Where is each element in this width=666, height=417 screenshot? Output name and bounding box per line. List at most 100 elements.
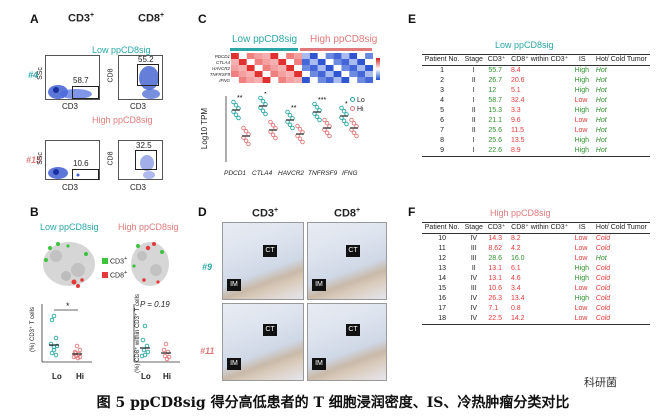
plot1-x-hi: Hi	[76, 372, 84, 381]
table-cell: I	[472, 97, 475, 104]
heatmap-cell	[302, 77, 310, 83]
table-row: 13 II 13.1 6.1 High Cold	[422, 264, 650, 274]
table-cell: 28.6	[488, 255, 502, 262]
heatmap-cell	[286, 71, 295, 77]
table-cell: IV	[470, 235, 478, 242]
table-cell: 13.1	[488, 265, 502, 272]
c-data-point	[285, 109, 290, 115]
table-cell: 8	[440, 137, 445, 144]
table-cell: III	[470, 255, 477, 262]
c-data-point	[351, 130, 357, 136]
c-data-point	[273, 135, 278, 141]
heatmap-cell	[262, 59, 271, 65]
heatmap-cell	[325, 65, 334, 71]
sample-15-label: #15	[26, 155, 42, 165]
legend-cd3-swatch	[102, 258, 108, 264]
c-data-point	[268, 119, 273, 125]
gate-low-cd3	[72, 86, 99, 99]
table-cell: 12	[438, 255, 446, 262]
table-header-cell: IS	[571, 54, 593, 66]
c-data-point	[270, 132, 276, 138]
table-cell: 8.4	[510, 67, 521, 74]
heatmap-cell	[309, 53, 318, 59]
ihc-image-11-cd3: CT IM	[222, 303, 304, 381]
heatmap-cell	[309, 59, 318, 65]
dotplot-cd8	[133, 304, 180, 363]
table-cell: 22.6	[485, 146, 508, 157]
heatmap-cell	[294, 65, 302, 71]
table-cell: II	[471, 107, 476, 114]
panel-b-high-title: High ppCD8sig	[118, 222, 179, 232]
heatmap-cell	[325, 71, 334, 77]
heatmap-cell	[341, 65, 350, 71]
table-header-cell: Patient No.	[422, 54, 463, 66]
table-cell: High	[574, 137, 589, 144]
table-cell: High	[574, 295, 589, 302]
table-cell: 8.2	[510, 235, 521, 242]
x-axis-label-low-cd8: CD3	[130, 102, 147, 111]
table-cell: 13.4	[510, 295, 525, 302]
table-cell: I	[472, 87, 475, 94]
c-data-point	[327, 133, 332, 139]
flow-plot-high-cd8: 32.5	[118, 140, 163, 180]
gate-high-cd8	[135, 150, 157, 170]
heatmap-cell	[325, 59, 334, 65]
table-row: 10 IV 14.3 8.2 Low Cold	[422, 234, 650, 245]
heatmap-cell	[309, 71, 318, 77]
c-data-point	[243, 138, 249, 144]
table-cell: 32.4	[510, 97, 525, 104]
table-row: 3 I 12 5.1 High Hot	[422, 86, 650, 96]
table-row: 18 IV 22.5 14.2 Low Cold	[422, 314, 650, 325]
table-cell: 16	[438, 295, 446, 302]
c-significance: **	[291, 105, 297, 112]
heatmap-cell	[317, 65, 326, 71]
pct-high-cd8: 32.5	[136, 141, 152, 150]
plot1-significance: *	[66, 301, 70, 311]
c-data-point	[290, 125, 295, 131]
table-header-cell: CD8⁺ within CD3⁺	[507, 54, 572, 66]
heatmap-cell	[278, 77, 287, 83]
c-data-point	[324, 130, 330, 136]
heatmap-cell	[365, 77, 373, 83]
c-data-point	[314, 104, 320, 110]
table-row: 8 I 25.6 13.5 High Hot	[422, 136, 650, 146]
table-cell: I	[472, 67, 475, 74]
heatmap-high-bar	[300, 48, 372, 51]
table-cell: Cold	[595, 265, 611, 272]
panel-a-high-title: High ppCD8sig	[92, 115, 153, 125]
heatmap	[231, 53, 373, 83]
panel-a-col2-header: CD8+	[138, 12, 165, 25]
heatmap-cell	[270, 53, 279, 59]
heatmap-cell	[254, 71, 263, 77]
ihc-im-tag: IM	[312, 279, 326, 291]
c-xlabel-3: TNFRSF9	[308, 170, 338, 177]
heatmap-cell	[231, 65, 239, 71]
panel-d-col2: CD8+	[334, 207, 361, 220]
heatmap-cell	[349, 71, 358, 77]
heatmap-cell	[302, 53, 310, 59]
watermark-text: 科研菌	[584, 377, 617, 389]
c-xlabel-1: CTLA4	[252, 170, 273, 177]
heatmap-cell	[246, 71, 255, 77]
table-cell: Low	[574, 127, 588, 134]
heat-gene-4: IFNG	[219, 78, 230, 83]
table-cell: High	[574, 265, 589, 272]
heatmap-cell	[286, 59, 295, 65]
heatmap-cell	[357, 59, 366, 65]
panel-a-col1-header: CD3+	[68, 12, 95, 25]
table-low-ppcd8sig: Patient No. Stage CD3⁺ CD8⁺ within CD3⁺ IS Ho…	[422, 54, 650, 157]
table-cell: 10	[438, 235, 446, 242]
table-cell: 20.6	[510, 77, 525, 84]
x-axis-label-high-cd3: CD3	[62, 183, 79, 192]
table-cell: High	[574, 107, 589, 114]
table-cell: I	[462, 146, 486, 157]
table-cell: 6	[440, 117, 445, 124]
table-cell: IV	[470, 295, 478, 302]
heatmap-cell	[254, 59, 263, 65]
heatmap-cell	[294, 77, 302, 83]
heatmap-cell	[294, 59, 302, 65]
table-cell: 2	[440, 77, 445, 84]
heatmap-cell	[286, 65, 295, 71]
table-cell: 1	[440, 67, 445, 74]
table-cell: II	[471, 77, 476, 84]
